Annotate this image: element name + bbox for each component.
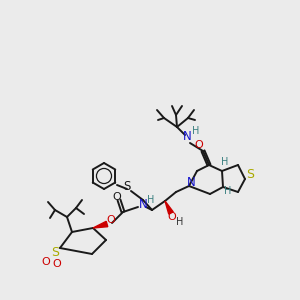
Text: H: H <box>224 186 232 196</box>
Text: O: O <box>52 259 62 269</box>
Text: O: O <box>168 212 176 222</box>
Text: S: S <box>51 247 59 260</box>
Text: H: H <box>192 126 200 136</box>
Text: N: N <box>139 197 147 211</box>
Text: S: S <box>246 169 254 182</box>
Text: O: O <box>195 140 203 150</box>
Text: S: S <box>123 181 131 194</box>
Polygon shape <box>93 221 108 228</box>
Text: H: H <box>176 217 184 227</box>
Text: O: O <box>112 192 122 202</box>
Text: H: H <box>221 157 229 167</box>
Text: O: O <box>42 257 50 267</box>
Text: O: O <box>106 215 116 225</box>
Text: N: N <box>187 176 195 188</box>
Polygon shape <box>165 201 173 214</box>
Text: N: N <box>183 130 191 143</box>
Text: H: H <box>147 195 155 205</box>
